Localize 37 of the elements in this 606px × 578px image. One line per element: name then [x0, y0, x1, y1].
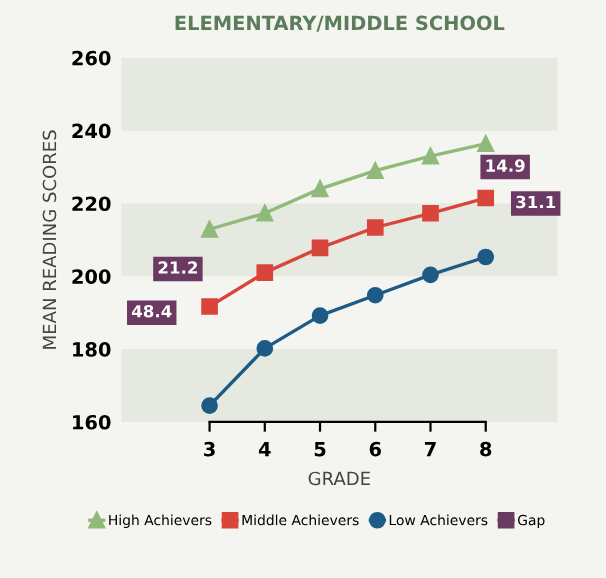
- x-tick-label: 7: [425, 441, 436, 457]
- point: [256, 340, 274, 357]
- x-tick-label: 8: [480, 441, 492, 457]
- x-axis-title: GRADE: [308, 471, 370, 486]
- y-tick-label: 180: [73, 342, 111, 357]
- x-tick-label: 3: [204, 441, 215, 457]
- y-tick-label: 200: [72, 269, 111, 284]
- text: 21.2: [158, 261, 198, 274]
- point: [477, 135, 495, 153]
- y-tick-label: 240: [72, 123, 111, 139]
- point: [422, 147, 439, 165]
- y-tick-label: 220: [72, 196, 111, 212]
- point: [311, 180, 329, 198]
- x-tick-label: 6: [369, 441, 381, 457]
- point: [477, 189, 495, 207]
- point: [201, 220, 218, 238]
- y-tick-label: 260: [72, 50, 111, 66]
- y-tick-label: 160: [73, 414, 111, 430]
- point: [477, 248, 495, 266]
- point: [311, 307, 329, 324]
- point: [366, 162, 384, 180]
- point: [256, 264, 274, 281]
- text: 31.1: [516, 195, 556, 209]
- point: [256, 204, 274, 222]
- point: [311, 239, 329, 257]
- text: 14.9: [486, 159, 525, 172]
- point: [366, 286, 384, 304]
- point: [201, 397, 218, 414]
- text: 48.4: [131, 304, 172, 318]
- chart-title: ELEMENTARY/MIDDLE SCHOOL: [175, 15, 505, 32]
- x-tick-label: 4: [258, 441, 271, 457]
- point: [201, 298, 218, 315]
- point: [422, 204, 439, 222]
- x-tick-label: 5: [314, 441, 326, 457]
- point: [366, 219, 384, 236]
- y-axis-title: MEAN READING SCORES: [42, 130, 57, 349]
- point: [422, 266, 439, 284]
